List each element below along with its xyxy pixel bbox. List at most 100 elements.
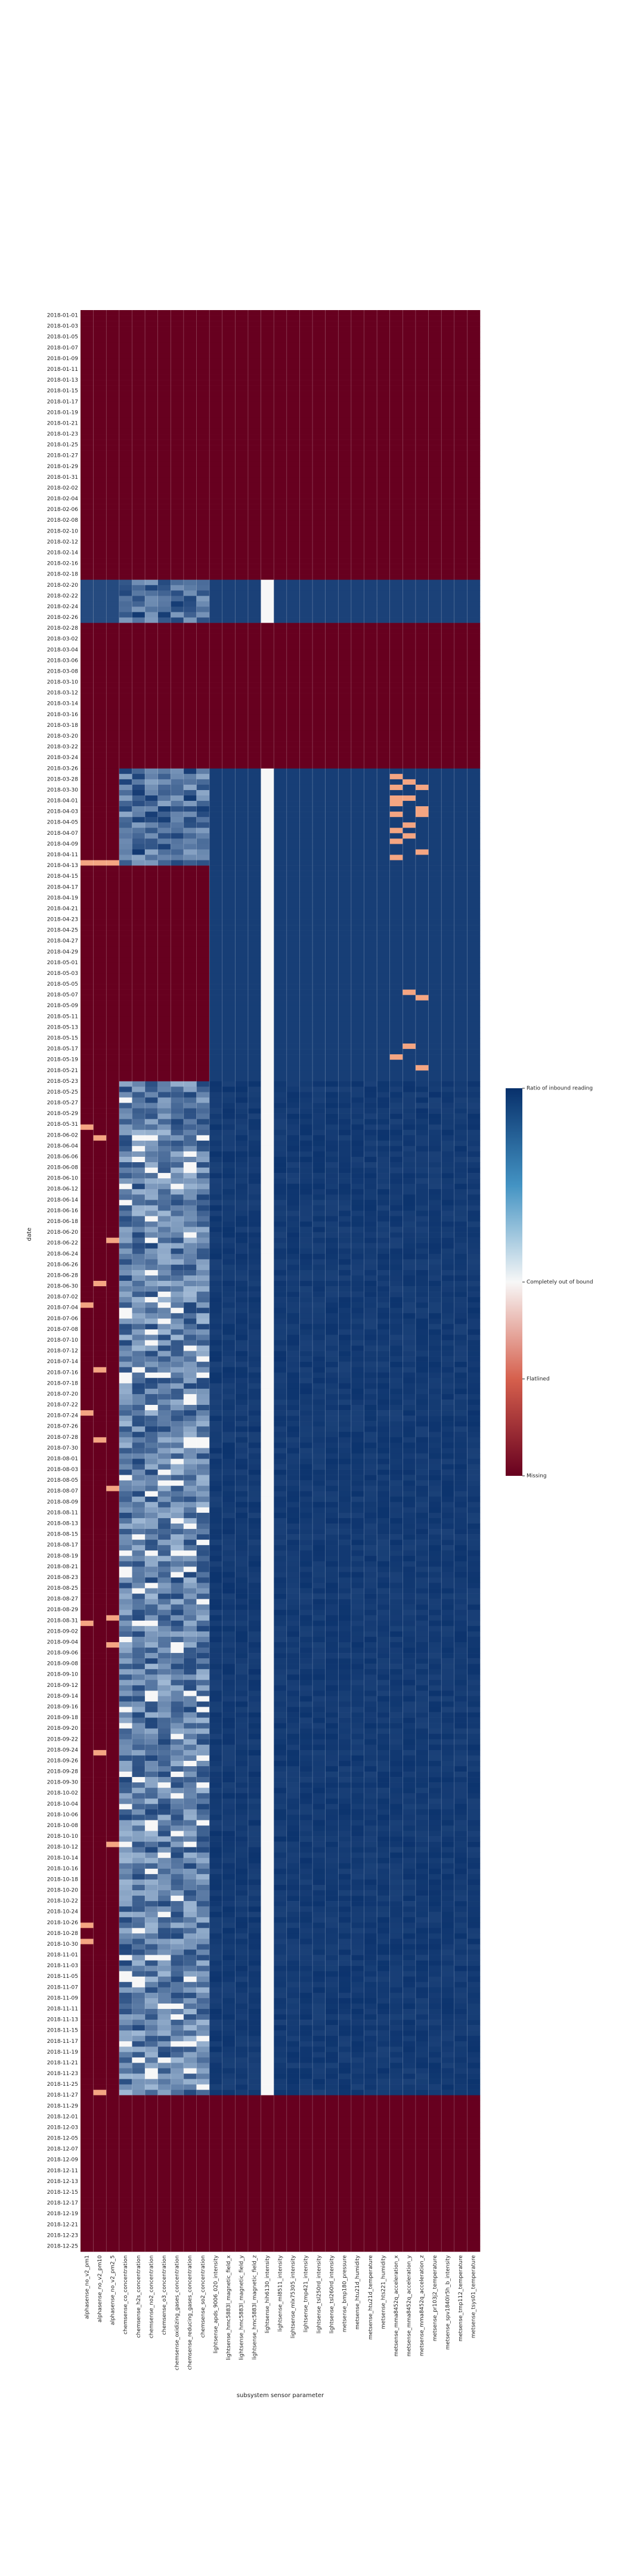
heatmap-cell xyxy=(183,962,197,968)
heatmap-cell xyxy=(299,919,313,925)
heatmap-cell xyxy=(351,709,364,715)
heatmap-cell xyxy=(274,504,287,510)
heatmap-cell xyxy=(312,477,326,483)
heatmap-cell xyxy=(93,644,107,651)
heatmap-cell xyxy=(402,812,416,818)
heatmap-cell xyxy=(222,1027,236,1033)
heatmap-cell xyxy=(441,596,455,602)
heatmap-cell xyxy=(325,984,339,990)
heatmap-cell xyxy=(222,881,236,888)
heatmap-cell xyxy=(415,391,429,397)
heatmap-cell xyxy=(145,881,158,888)
heatmap-cell xyxy=(402,957,416,963)
heatmap-cell xyxy=(389,1103,403,1109)
heatmap-cell xyxy=(157,499,171,504)
heatmap-cell xyxy=(235,968,249,974)
heatmap-cell xyxy=(157,1168,171,1174)
heatmap-cell xyxy=(119,391,132,397)
heatmap-cell xyxy=(261,688,274,693)
heatmap-cell xyxy=(467,1173,481,1179)
heatmap-cell xyxy=(402,509,416,515)
heatmap-cell xyxy=(93,477,107,483)
heatmap-cell xyxy=(209,1124,223,1131)
heatmap-cell xyxy=(93,596,107,602)
heatmap-cell xyxy=(325,332,339,338)
heatmap-cell xyxy=(325,844,339,850)
heatmap-cell xyxy=(274,806,287,812)
heatmap-cell xyxy=(377,461,391,467)
heatmap-cell xyxy=(402,941,416,947)
heatmap-cell xyxy=(209,925,223,931)
heatmap-cell xyxy=(428,903,442,909)
heatmap-cell xyxy=(132,773,145,780)
heatmap-cell xyxy=(428,520,442,527)
heatmap-cell xyxy=(299,833,313,839)
heatmap-cell xyxy=(106,596,120,602)
heatmap-cell xyxy=(80,682,94,688)
heatmap-cell xyxy=(183,580,197,586)
heatmap-cell xyxy=(261,789,274,796)
heatmap-cell xyxy=(351,671,364,677)
heatmap-cell xyxy=(196,466,210,472)
heatmap-cell xyxy=(402,515,416,521)
heatmap-cell xyxy=(222,585,236,591)
heatmap-cell xyxy=(454,801,467,807)
heatmap-cell xyxy=(467,688,481,693)
heatmap-cell xyxy=(351,321,364,327)
heatmap-cell xyxy=(286,1005,300,1012)
heatmap-cell xyxy=(454,499,467,504)
heatmap-cell xyxy=(312,369,326,375)
heatmap-cell xyxy=(286,763,300,769)
heatmap-cell xyxy=(145,434,158,440)
heatmap-cell xyxy=(338,741,352,747)
heatmap-cell xyxy=(132,741,145,747)
heatmap-cell xyxy=(261,1103,274,1109)
heatmap-cell xyxy=(235,725,249,731)
heatmap-cell xyxy=(415,434,429,440)
heatmap-cell xyxy=(312,930,326,936)
heatmap-cell xyxy=(274,385,287,391)
heatmap-cell xyxy=(157,860,171,866)
heatmap-cell xyxy=(80,1038,94,1044)
heatmap-cell xyxy=(312,520,326,527)
heatmap-cell xyxy=(132,865,145,871)
heatmap-cell xyxy=(145,488,158,494)
heatmap-cell xyxy=(338,946,352,952)
heatmap-cell xyxy=(312,812,326,818)
heatmap-cell xyxy=(106,1129,120,1136)
heatmap-cell xyxy=(312,747,326,753)
heatmap-cell xyxy=(183,989,197,995)
heatmap-cell xyxy=(274,1044,287,1049)
heatmap-cell xyxy=(299,817,313,823)
heatmap-cell xyxy=(247,445,261,451)
heatmap-cell xyxy=(145,1021,158,1028)
heatmap-cell xyxy=(441,580,455,586)
heatmap-cell xyxy=(351,946,364,952)
heatmap-cell xyxy=(106,757,120,764)
heatmap-cell xyxy=(415,1081,429,1087)
heatmap-cell xyxy=(389,1108,403,1114)
heatmap-cell xyxy=(132,391,145,397)
heatmap-cell xyxy=(428,472,442,478)
heatmap-cell xyxy=(235,385,249,391)
heatmap-cell xyxy=(93,1092,107,1098)
heatmap-cell xyxy=(325,806,339,812)
heatmap-cell xyxy=(145,1027,158,1033)
heatmap-cell xyxy=(415,1124,429,1131)
heatmap-cell xyxy=(286,714,300,720)
heatmap-cell xyxy=(377,704,391,710)
heatmap-cell xyxy=(247,337,261,343)
heatmap-cell xyxy=(93,326,107,332)
heatmap-cell xyxy=(157,1054,171,1060)
heatmap-cell xyxy=(402,639,416,645)
heatmap-cell xyxy=(454,536,467,543)
heatmap-cell xyxy=(428,633,442,640)
heatmap-cell xyxy=(145,332,158,338)
heatmap-cell xyxy=(261,849,274,855)
heatmap-cell xyxy=(325,698,339,704)
heatmap-cell xyxy=(247,1044,261,1049)
heatmap-cell xyxy=(106,628,120,634)
heatmap-cell xyxy=(338,1173,352,1179)
heatmap-cell xyxy=(377,838,391,844)
heatmap-cell xyxy=(274,1032,287,1039)
